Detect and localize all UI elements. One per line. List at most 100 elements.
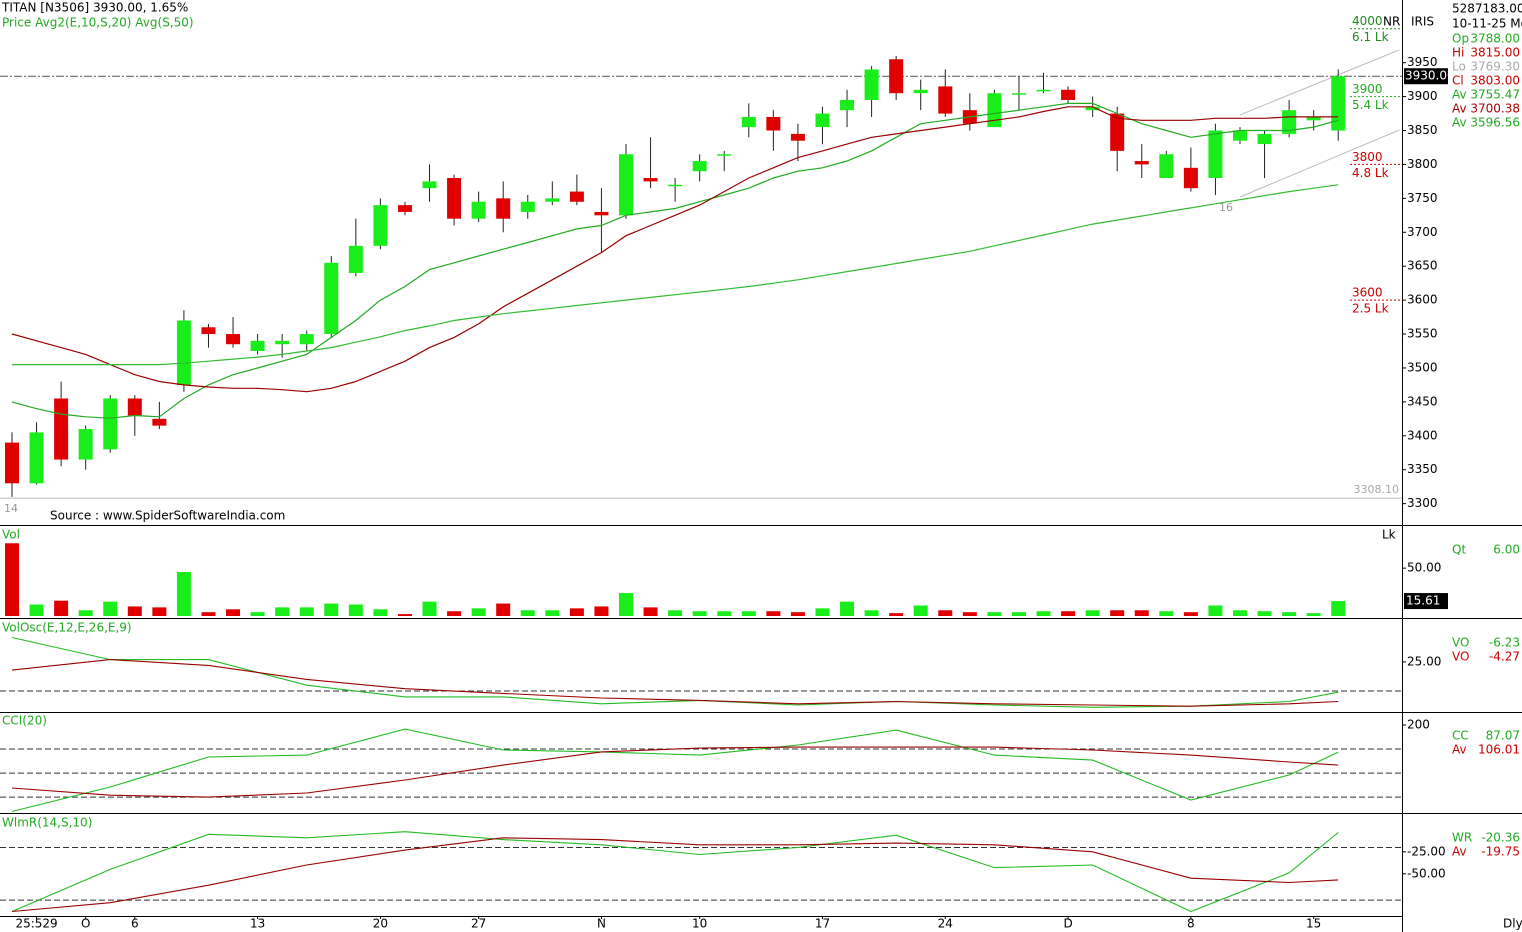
candle-body bbox=[496, 198, 511, 219]
candle-body bbox=[717, 154, 732, 156]
candle-body bbox=[176, 320, 191, 385]
info-label: Lo bbox=[1452, 60, 1466, 74]
volume-bar bbox=[275, 607, 290, 616]
low-marker-label: 3308.10 bbox=[1354, 483, 1400, 496]
candle-body bbox=[1110, 113, 1125, 151]
y-tick-label: 3400 bbox=[1407, 428, 1438, 442]
chart-subtitle: Price Avg2(E,10,S,20) Avg(S,50) bbox=[2, 16, 194, 30]
volume-bar bbox=[1011, 612, 1026, 616]
volume-bar bbox=[78, 610, 93, 616]
candle-body bbox=[78, 429, 93, 460]
volume-bar bbox=[1110, 610, 1125, 616]
x-tick-label: O bbox=[81, 917, 90, 931]
candle-body bbox=[840, 99, 855, 111]
candle-body bbox=[201, 327, 216, 335]
candle-body bbox=[1208, 130, 1223, 178]
candle-body bbox=[471, 201, 486, 219]
volume-bar bbox=[397, 614, 412, 616]
readout-label: Qt bbox=[1452, 543, 1466, 557]
readout-label: WR bbox=[1452, 831, 1472, 845]
volume-bar bbox=[250, 612, 265, 616]
volume-bar bbox=[569, 608, 584, 616]
y-tick-label: -50.00 bbox=[1407, 866, 1446, 880]
last-volume-label: 15.61 bbox=[1406, 594, 1440, 608]
y-tick-label: 3750 bbox=[1407, 191, 1438, 205]
volume-bar bbox=[864, 610, 879, 616]
candle-body bbox=[815, 113, 830, 128]
candle-body bbox=[127, 398, 142, 416]
candle-body bbox=[766, 116, 781, 131]
candle-body bbox=[913, 89, 928, 94]
candle-body bbox=[864, 69, 879, 100]
candle-body bbox=[741, 116, 756, 128]
y-tick-label: 50.00 bbox=[1407, 561, 1441, 575]
volume-bar bbox=[1233, 610, 1247, 616]
candle-body bbox=[668, 184, 683, 187]
candle-body bbox=[152, 418, 167, 426]
indicator-line bbox=[11, 659, 1339, 707]
volume-bar bbox=[1183, 612, 1198, 616]
panel-title: CCI(20) bbox=[2, 714, 47, 728]
volume-bar bbox=[668, 610, 683, 616]
volume-bar bbox=[1061, 611, 1076, 616]
candle-body bbox=[324, 262, 339, 335]
y-tick-label: 3350 bbox=[1407, 462, 1438, 476]
readout-value: -20.36 bbox=[1481, 831, 1520, 845]
candle-body bbox=[520, 201, 535, 212]
volume-bar bbox=[938, 610, 953, 616]
candle-body bbox=[1085, 106, 1100, 111]
x-tick-label: 6 bbox=[131, 917, 139, 931]
moving-average bbox=[11, 102, 1339, 419]
candle-body bbox=[1011, 93, 1026, 95]
candle-body bbox=[299, 334, 314, 345]
volume-bar bbox=[226, 609, 241, 616]
volume-bar bbox=[1257, 611, 1272, 616]
volume-bar bbox=[324, 603, 339, 616]
candle-body bbox=[1306, 116, 1321, 121]
volume-bar bbox=[766, 611, 781, 616]
volume-bar bbox=[471, 608, 486, 616]
volume-bar bbox=[299, 607, 314, 616]
volume-bar bbox=[987, 612, 1002, 616]
volume-bar bbox=[103, 601, 118, 616]
volume-bar bbox=[1085, 610, 1100, 616]
info-label: Av bbox=[1452, 88, 1467, 102]
annotation: 16 bbox=[1219, 201, 1233, 214]
volume-bar bbox=[447, 611, 462, 616]
volume-bar bbox=[643, 607, 658, 616]
info-header: 10-11-25 Mo bbox=[1452, 17, 1522, 31]
indicator-line bbox=[11, 728, 1339, 813]
candle-body bbox=[250, 340, 265, 351]
readout-label: VO bbox=[1452, 650, 1469, 664]
candle-body bbox=[987, 93, 1002, 128]
candle-body bbox=[103, 398, 118, 450]
x-tick-label: D bbox=[1063, 917, 1072, 931]
volume-bar bbox=[1331, 601, 1346, 616]
info-label: Op bbox=[1452, 32, 1469, 46]
price-level-label: 3600 bbox=[1352, 286, 1383, 300]
panel-title: WlmR(14,S,10) bbox=[2, 816, 92, 830]
candle-body bbox=[447, 178, 462, 219]
candle-body bbox=[5, 442, 19, 484]
info-label: Av bbox=[1452, 116, 1467, 130]
candle-body bbox=[619, 154, 633, 216]
volume-bar bbox=[717, 611, 732, 616]
volume-bar bbox=[790, 612, 805, 616]
candle-body bbox=[938, 86, 953, 114]
price-level-volume: 5.4 Lk bbox=[1352, 98, 1389, 112]
x-tick-label: 10 bbox=[692, 917, 707, 931]
volume-bar bbox=[840, 601, 855, 616]
volume-bar bbox=[889, 613, 904, 616]
x-tick-label: 24 bbox=[938, 917, 953, 931]
readout-value: -19.75 bbox=[1481, 845, 1520, 859]
volume-bar bbox=[741, 611, 756, 616]
candle-body bbox=[545, 198, 560, 202]
indicator-line bbox=[11, 831, 1339, 913]
volume-bar bbox=[373, 609, 388, 616]
y-tick-label: -25.00 bbox=[1407, 844, 1446, 858]
last-price-label: 3930.00 bbox=[1405, 69, 1455, 83]
volume-bar bbox=[1036, 611, 1051, 616]
